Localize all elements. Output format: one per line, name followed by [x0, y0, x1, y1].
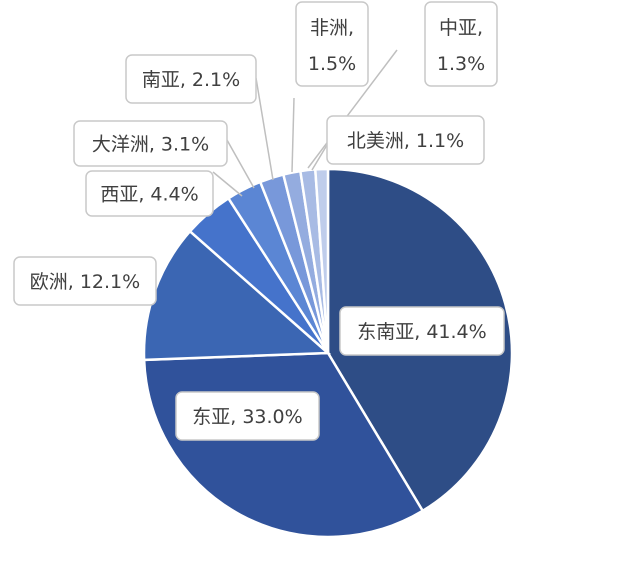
- data-label-box: [326, 115, 485, 165]
- data-label-text: 东南亚, 41.4%: [357, 321, 486, 343]
- data-labels: 东南亚, 41.4% 东亚, 33.0% 欧洲, 12.1% 西亚, 4.4% 大洋洲,…: [13, 1, 505, 441]
- leader-line-中亚: [307, 49, 398, 169]
- data-label-box: [339, 306, 505, 356]
- leader-line-大洋洲: [226, 139, 255, 189]
- leader-line-西亚: [212, 171, 243, 197]
- data-label-中亚: 中亚, 1.3%: [424, 1, 498, 87]
- data-label-西亚: 西亚, 4.4%: [85, 170, 214, 217]
- data-label-北美洲: 北美洲, 1.1%: [326, 115, 485, 165]
- data-label-text: 中亚, 1.3%: [437, 17, 485, 75]
- data-label-box: [125, 54, 257, 104]
- data-label-text: 非洲, 1.5%: [308, 17, 356, 75]
- data-label-box: [424, 1, 498, 87]
- leader-line-非洲: [291, 97, 295, 173]
- data-label-欧洲: 欧洲, 12.1%: [13, 256, 157, 306]
- data-label-text: 东亚, 33.0%: [192, 406, 302, 428]
- data-label-box: [295, 1, 369, 87]
- data-label-text: 南亚, 2.1%: [142, 69, 240, 91]
- data-label-box: [85, 170, 214, 217]
- data-label-text: 大洋洲, 3.1%: [92, 134, 209, 156]
- leader-line-南亚: [255, 77, 274, 181]
- data-label-东南亚: 东南亚, 41.4%: [339, 306, 505, 356]
- data-label-box: [13, 256, 157, 306]
- data-label-text: 欧洲, 12.1%: [30, 271, 140, 293]
- pie-slice-北美洲: [313, 167, 330, 354]
- data-label-box: [175, 391, 320, 441]
- leader-lines: [212, 49, 398, 197]
- data-label-南亚: 南亚, 2.1%: [125, 54, 257, 104]
- data-label-text: 西亚, 4.4%: [100, 184, 198, 206]
- data-label-text: 北美洲, 1.1%: [347, 130, 464, 152]
- data-label-非洲: 非洲, 1.5%: [295, 1, 369, 87]
- data-label-大洋洲: 大洋洲, 3.1%: [73, 120, 228, 167]
- data-label-box: [73, 120, 228, 167]
- data-label-东亚: 东亚, 33.0%: [175, 391, 320, 441]
